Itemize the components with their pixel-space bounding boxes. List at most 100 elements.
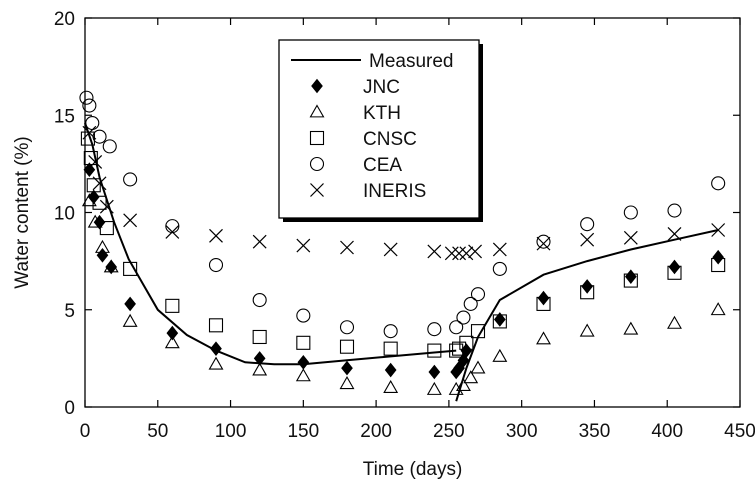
series-cnsc-point	[427, 343, 442, 358]
series-cnsc-point	[452, 341, 467, 356]
x-tick-label: 50	[147, 421, 168, 442]
series-ineris	[82, 125, 726, 261]
series-jnc-point	[581, 279, 594, 294]
series-cea-point	[470, 287, 486, 302]
x-tick-label: 400	[651, 421, 683, 442]
series-jnc-point	[124, 296, 136, 312]
series-jnc-point	[384, 362, 397, 378]
series-cea-point	[383, 324, 398, 339]
series-kth-point	[208, 356, 224, 370]
series-cea-point	[339, 320, 355, 335]
series-cnsc-point	[252, 329, 267, 345]
series-ineris-point	[452, 246, 467, 261]
series-cnsc-point	[383, 341, 398, 356]
series-cea-point	[456, 310, 471, 325]
series-kth-point	[383, 379, 399, 393]
series-ineris-point	[459, 246, 474, 261]
series-ineris-point	[123, 213, 138, 228]
series-cnsc-point	[339, 339, 355, 354]
y-tick-label: 10	[54, 204, 75, 225]
series-cnsc-point	[83, 150, 98, 166]
x-marker-stroke	[82, 125, 97, 140]
series-ineris-point	[165, 225, 180, 239]
series-cea-point	[536, 234, 551, 249]
series-jnc-point	[428, 364, 441, 380]
legend-jnc-label: JNC	[363, 77, 400, 98]
series-cea-point	[296, 308, 311, 323]
x-marker-stroke	[383, 242, 398, 257]
series-kth-point	[252, 362, 268, 376]
series-kth-point	[339, 376, 355, 390]
series-jnc-point	[341, 360, 353, 376]
series-cea-point	[449, 320, 464, 335]
x-marker-stroke	[444, 246, 459, 261]
series-cea-point	[123, 172, 138, 187]
series-jnc-point	[253, 351, 266, 366]
series-cnsc-point	[86, 178, 101, 193]
series-ineris-point	[88, 155, 103, 169]
series-ineris-point	[444, 246, 459, 261]
series-cnsc-point	[92, 195, 107, 210]
y-tick-label: 5	[64, 301, 75, 322]
series-ineris-point	[252, 234, 267, 249]
series-cnsc-point	[99, 221, 114, 236]
x-tick-label: 250	[433, 421, 465, 442]
legend-box	[278, 39, 480, 219]
series-jnc	[83, 162, 725, 380]
series-cnsc-point	[296, 335, 311, 350]
series-cnsc-point	[449, 343, 464, 358]
series-ineris-point	[296, 238, 311, 253]
x-marker-stroke	[310, 183, 324, 197]
series-kth-point	[164, 335, 180, 349]
y-tick-label: 20	[54, 9, 75, 30]
series-cea-point	[623, 205, 638, 220]
series-jnc-point	[87, 189, 100, 205]
series-ineris-point	[667, 226, 682, 241]
x-tick-label: 0	[80, 421, 91, 442]
series-ineris-point	[492, 242, 507, 257]
series-kth-point	[623, 321, 639, 335]
series-cea-point	[667, 203, 682, 218]
x-marker-stroke	[252, 234, 267, 249]
series-kth-point	[122, 313, 138, 327]
x-marker-stroke	[459, 246, 474, 261]
series-ineris-point	[92, 176, 107, 191]
series-jnc-point	[93, 214, 106, 230]
series-ineris-point	[99, 199, 114, 214]
x-tick-label: 100	[215, 421, 247, 442]
series-cnsc-point	[711, 257, 726, 273]
series-ineris-point	[209, 228, 223, 243]
series-cnsc-point	[492, 314, 507, 329]
x-tick-label: 350	[579, 421, 611, 442]
x-marker-stroke	[623, 230, 638, 245]
series-jnc-point	[668, 259, 681, 275]
series-kth-point	[95, 239, 110, 253]
x-marker-stroke	[123, 213, 138, 228]
series-kth-point	[492, 348, 508, 362]
legend-cnsc-label: CNSC	[363, 129, 417, 150]
series-kth-point	[579, 323, 595, 337]
series-ineris-point	[580, 232, 595, 247]
series-cea-point	[208, 257, 224, 273]
x-tick-label: 450	[724, 421, 755, 442]
series-cnsc-point	[667, 265, 682, 280]
series-kth-point	[426, 381, 442, 395]
series-jnc-point	[166, 325, 179, 341]
legend-cnsc-marker	[309, 130, 325, 146]
series-kth-point	[470, 360, 486, 374]
series-kth-point	[103, 259, 119, 273]
series-ineris-point	[340, 240, 354, 255]
series-kth-point	[667, 315, 682, 329]
series-kth	[81, 193, 726, 395]
x-axis-label: Time (days)	[363, 459, 463, 480]
y-tick-label: 15	[54, 106, 75, 127]
series-cea-point	[82, 98, 97, 113]
series-kth-point	[448, 381, 464, 395]
legend-kth-marker	[309, 104, 325, 118]
series-ineris-point	[711, 223, 726, 237]
series-jnc-point	[493, 312, 506, 327]
series-jnc-point	[712, 249, 725, 265]
series-cnsc	[80, 131, 726, 358]
series-ineris-point	[427, 244, 442, 259]
